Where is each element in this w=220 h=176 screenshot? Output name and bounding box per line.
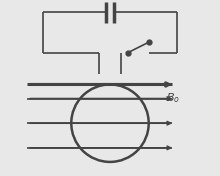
Text: $B_o$: $B_o$ <box>166 92 180 105</box>
